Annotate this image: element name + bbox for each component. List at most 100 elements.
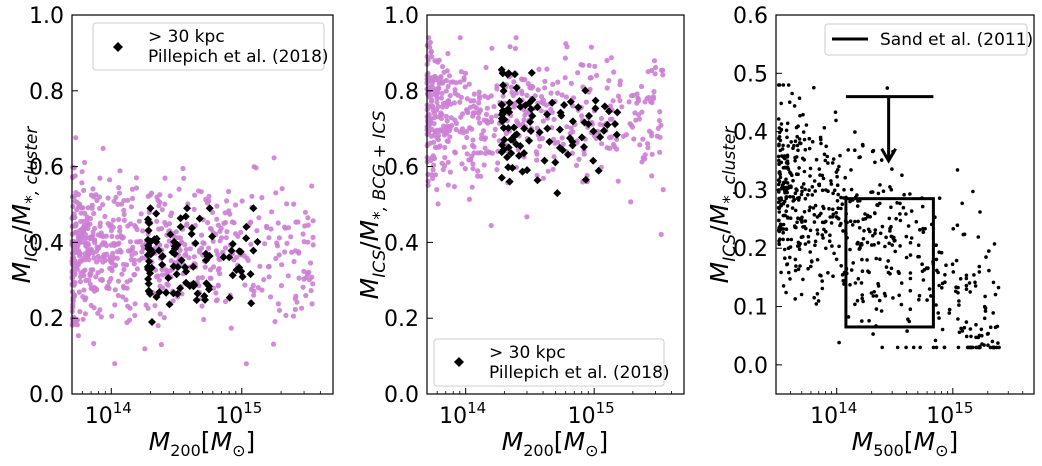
- sim-point: [969, 334, 973, 339]
- sim-point: [808, 205, 812, 209]
- sim-point: [839, 264, 843, 268]
- pillepich-point: [548, 98, 557, 107]
- sim-point: [269, 209, 275, 215]
- sim-point: [79, 180, 85, 186]
- ytick-label: 0.3: [733, 179, 768, 204]
- panel-left-legend-line2: Pillepich et al. (2018): [148, 47, 329, 67]
- sim-point: [447, 125, 453, 132]
- sim-point: [444, 138, 450, 144]
- sim-point: [276, 235, 282, 241]
- sim-point: [795, 220, 799, 224]
- sand-arrow-head: [880, 148, 897, 164]
- sim-point: [874, 256, 878, 261]
- sim-point: [147, 192, 153, 198]
- sim-point: [982, 316, 987, 321]
- ytick-label: 0.4: [29, 231, 64, 256]
- sim-point: [275, 220, 281, 226]
- sim-point: [785, 181, 790, 185]
- sim-point: [955, 168, 960, 172]
- pillepich-point: [613, 108, 622, 117]
- sim-point: [105, 283, 111, 289]
- ytick-label: 0.2: [384, 307, 419, 332]
- sim-point: [791, 199, 795, 203]
- sim-point: [495, 160, 501, 166]
- sim-point: [100, 202, 106, 208]
- sim-point: [787, 270, 791, 275]
- panel-left-legend-box: [92, 22, 325, 71]
- sim-point: [92, 237, 98, 243]
- pillepich-point: [523, 166, 532, 175]
- sim-point: [855, 204, 860, 208]
- sim-point: [986, 343, 990, 348]
- pillepich-point: [585, 111, 593, 120]
- sim-point: [242, 282, 248, 288]
- sim-point: [865, 240, 870, 245]
- sim-point: [155, 323, 161, 329]
- pillepich-point: [219, 253, 228, 262]
- sim-point: [841, 229, 845, 233]
- pillepich-point: [150, 235, 159, 244]
- sim-point: [110, 250, 116, 256]
- sim-point: [70, 203, 76, 209]
- sim-point: [238, 229, 244, 235]
- pillepich-point: [152, 293, 161, 301]
- sim-point: [465, 109, 471, 116]
- sim-point: [292, 248, 298, 254]
- sim-point: [831, 191, 835, 196]
- sim-point: [780, 147, 785, 151]
- sim-point: [470, 137, 476, 143]
- sim-point: [429, 54, 435, 60]
- sim-point: [74, 199, 80, 205]
- sim-point: [306, 277, 312, 283]
- sim-point: [129, 252, 135, 258]
- sim-point: [869, 291, 874, 295]
- pillepich-point: [182, 278, 191, 287]
- sim-point: [904, 212, 908, 216]
- sim-point: [842, 188, 846, 192]
- sim-point: [649, 133, 655, 139]
- sim-point: [887, 216, 892, 221]
- pillepich-point: [507, 149, 516, 158]
- sim-point: [894, 216, 898, 221]
- pillepich-point: [505, 177, 514, 186]
- sim-point: [295, 219, 301, 225]
- sim-point: [806, 193, 810, 197]
- sim-point: [644, 95, 650, 101]
- sim-point: [783, 165, 788, 170]
- sim-point: [929, 294, 933, 298]
- pillepich-point: [158, 252, 167, 261]
- sim-point: [786, 144, 790, 148]
- sim-point: [830, 161, 835, 165]
- sim-point: [112, 287, 118, 293]
- sim-point: [213, 298, 219, 304]
- sim-point: [829, 221, 834, 225]
- sim-point: [786, 216, 790, 220]
- sim-point: [812, 295, 816, 300]
- sim-point: [535, 87, 541, 93]
- pillepich-point: [520, 124, 529, 133]
- sim-point: [815, 292, 820, 296]
- sim-point: [555, 90, 561, 96]
- sim-point: [310, 242, 316, 248]
- sim-point: [839, 221, 843, 226]
- sim-point: [652, 71, 658, 77]
- sim-point: [157, 192, 163, 198]
- sim-point: [471, 150, 477, 156]
- sim-point: [199, 303, 205, 309]
- sim-point: [832, 251, 836, 256]
- pillepich-point: [591, 104, 600, 113]
- sim-point: [143, 302, 149, 308]
- sim-point: [469, 184, 475, 190]
- sim-point: [132, 301, 138, 307]
- sim-point: [944, 263, 948, 268]
- sim-point: [181, 175, 187, 181]
- sim-point: [799, 292, 804, 297]
- pillepich-point: [504, 124, 513, 133]
- sim-point: [478, 173, 484, 179]
- sim-point: [494, 83, 500, 89]
- sim-point: [152, 303, 158, 309]
- sim-point: [817, 182, 822, 187]
- sim-point: [956, 345, 961, 350]
- sim-point: [971, 189, 975, 194]
